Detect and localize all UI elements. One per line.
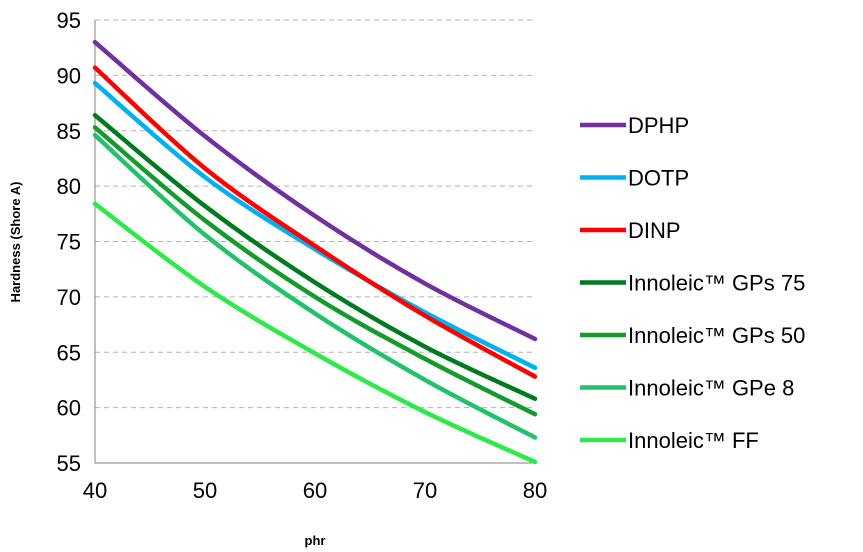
x-tick-label: 40	[83, 478, 107, 503]
legend-label: DINP	[628, 218, 681, 243]
legend-label: Innoleic™ GPe 8	[628, 376, 794, 401]
y-tick-label: 90	[57, 63, 81, 88]
x-tick-label: 60	[303, 478, 327, 503]
legend: DPHP DOTP DINP Innoleic™ GPs 75 Innoleic™ GP…	[580, 113, 805, 453]
y-axis-title: Hardness (Shore A)	[8, 182, 23, 303]
series-line-5	[92, 132, 538, 440]
legend-label: DPHP	[628, 113, 689, 138]
y-tick-label: 75	[57, 230, 81, 255]
y-tick-label: 80	[57, 174, 81, 199]
y-tick-label: 95	[57, 8, 81, 33]
x-axis-title: phr	[305, 533, 326, 548]
series-lines	[92, 39, 538, 465]
y-tick-labels: 55 60 65 70 75 80 85 90 95	[57, 8, 81, 476]
y-tick-label: 65	[57, 340, 81, 365]
x-tick-label: 80	[523, 478, 547, 503]
x-tick-label: 70	[413, 478, 437, 503]
legend-label: Innoleic™ GPs 50	[628, 323, 805, 348]
series-line-6	[92, 201, 538, 465]
x-tick-labels: 40 50 60 70 80	[83, 478, 547, 503]
legend-label: Innoleic™ FF	[628, 428, 759, 453]
series-line-2	[92, 65, 538, 379]
series-line-1	[92, 80, 538, 371]
legend-label: Innoleic™ GPs 75	[628, 271, 805, 296]
y-tick-label: 55	[57, 451, 81, 476]
series-line-0	[92, 39, 538, 342]
y-tick-label: 70	[57, 285, 81, 310]
legend-label: DOTP	[628, 166, 689, 191]
series-line-3	[92, 112, 538, 402]
series-line-4	[92, 125, 538, 417]
x-tick-label: 50	[193, 478, 217, 503]
y-tick-label: 60	[57, 396, 81, 421]
y-tick-label: 85	[57, 119, 81, 144]
